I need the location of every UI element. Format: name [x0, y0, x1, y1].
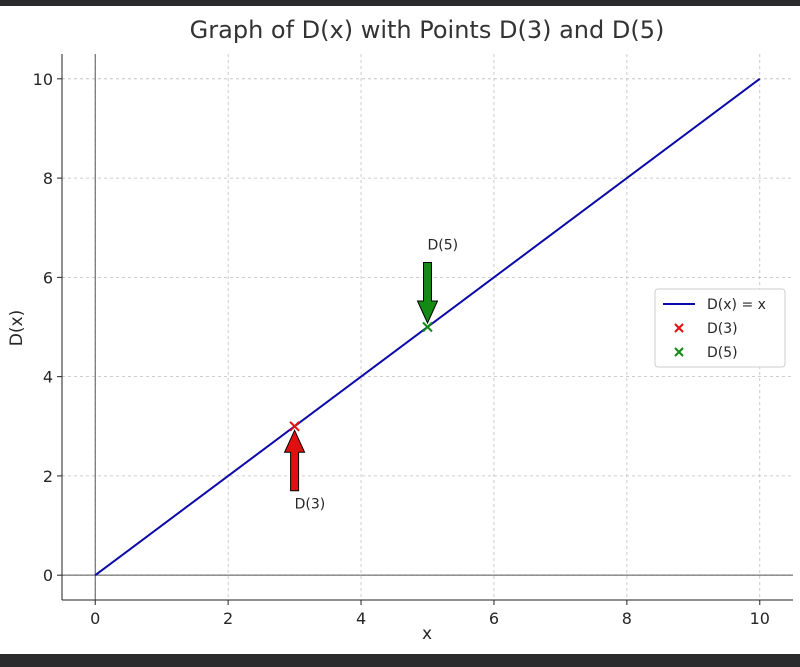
data-point-marker — [422, 321, 433, 333]
legend-label: D(3) — [707, 321, 738, 337]
chart-frame: Graph of D(x) with Points D(3) and D(5) … — [0, 6, 800, 654]
legend: D(x) = x D(3) D(5) — [654, 288, 786, 368]
annotation-label: D(3) — [295, 497, 326, 513]
x-tick-label: 6 — [489, 609, 499, 628]
legend-marker-swatch — [674, 323, 684, 333]
y-tick-label: 0 — [43, 566, 53, 585]
legend-label: D(x) = x — [707, 297, 766, 313]
x-tick-label: 4 — [356, 609, 366, 628]
y-tick-label: 6 — [43, 268, 53, 287]
x-tick-label: 8 — [622, 609, 632, 628]
legend-label: D(5) — [707, 345, 738, 361]
data-point-marker — [289, 421, 300, 432]
annotation-arrow — [283, 429, 306, 492]
x-mark-stroke — [674, 323, 684, 333]
series-layer — [94, 78, 761, 576]
line-chart: Graph of D(x) with Points D(3) and D(5) … — [7, 16, 793, 644]
x-tick-label: 0 — [90, 609, 100, 628]
x-axis-label: x — [422, 624, 432, 644]
legend-box — [654, 288, 786, 368]
ticks-layer: 0 2 4 6 8 10 0 2 4 6 8 10 — [33, 70, 770, 628]
y-axis-label: D(x) — [7, 310, 27, 346]
axes-layer — [61, 54, 793, 601]
x-mark-stroke — [289, 421, 300, 432]
annotation-label: D(5) — [428, 238, 459, 254]
annotation-arrow — [416, 262, 439, 325]
legend-marker-swatch — [674, 347, 684, 357]
chart-title: Graph of D(x) with Points D(3) and D(5) — [190, 16, 665, 44]
y-tick-label: 8 — [43, 169, 53, 188]
annotation-layer: D(3) D(5) — [283, 238, 459, 513]
y-tick-label: 2 — [43, 467, 53, 486]
x-tick-label: 10 — [750, 609, 770, 628]
x-tick-label: 2 — [223, 609, 233, 628]
x-mark-stroke — [422, 321, 433, 333]
y-tick-label: 10 — [33, 70, 53, 89]
y-tick-label: 4 — [43, 368, 53, 387]
x-mark-stroke — [674, 347, 684, 357]
